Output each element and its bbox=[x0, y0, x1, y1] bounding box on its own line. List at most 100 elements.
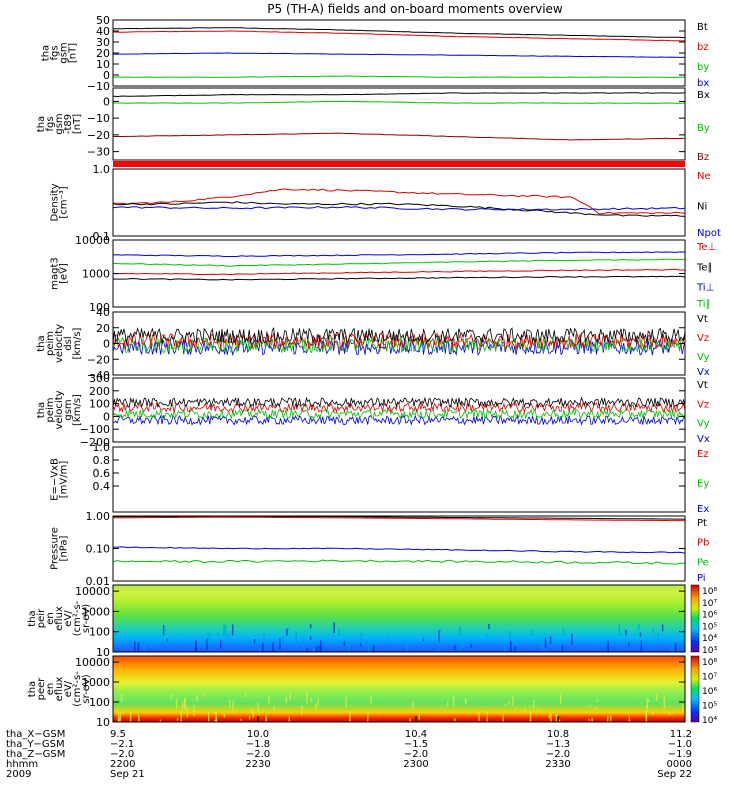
y-tick-label: 50 bbox=[96, 14, 110, 27]
y-axis-label: dsl bbox=[63, 336, 74, 350]
series-line-Vx bbox=[112, 414, 686, 426]
y-axis-label: sr-eV) bbox=[81, 674, 92, 703]
x-axis-tick-value: −1.8 bbox=[246, 739, 270, 750]
x-axis-tick-value: 11.2 bbox=[670, 729, 692, 740]
spectrogram-texture bbox=[559, 693, 562, 705]
y-tick-label: 100 bbox=[89, 301, 110, 314]
y-axis-label: tha bbox=[36, 402, 47, 418]
spectrogram-texture bbox=[504, 640, 506, 652]
spectrogram-texture bbox=[117, 710, 120, 722]
y-axis-label: velocity bbox=[54, 390, 65, 429]
y-axis-label: sr-eV) bbox=[81, 604, 92, 633]
spectrogram-texture bbox=[151, 637, 153, 647]
series-line-Bx bbox=[112, 92, 686, 98]
spectrogram-texture bbox=[217, 632, 219, 635]
spectrogram-texture bbox=[180, 711, 182, 722]
spectrogram-texture bbox=[215, 710, 217, 722]
spectrogram-8 bbox=[113, 585, 685, 652]
y-tick-label: 100 bbox=[89, 398, 110, 411]
spectrogram-texture bbox=[349, 711, 351, 722]
legend-entry: bx bbox=[697, 78, 709, 89]
legend-entry: Vz bbox=[697, 333, 709, 344]
y-axis-label: tha bbox=[27, 610, 38, 626]
spectrogram-texture bbox=[162, 625, 165, 636]
y-tick-label: 20 bbox=[96, 322, 110, 335]
spectrogram-texture bbox=[376, 640, 378, 646]
y-axis-label: peir bbox=[36, 608, 47, 628]
spectrogram-texture bbox=[206, 638, 208, 650]
x-axis-tick-value: −1.5 bbox=[404, 739, 428, 750]
series-line-Ti⊥ bbox=[112, 251, 686, 257]
y-tick-label: 0 bbox=[103, 69, 110, 82]
x-axis-tick-value: −2.0 bbox=[110, 749, 134, 760]
y-tick-label: 0 bbox=[103, 410, 110, 423]
spectrogram-texture bbox=[529, 710, 532, 722]
spectrogram-texture bbox=[652, 628, 654, 634]
y-tick-label: 10 bbox=[96, 716, 110, 729]
colorbar-tick-label: 10⁸ bbox=[702, 658, 717, 668]
colorbar-tick-label: 10⁷ bbox=[702, 673, 717, 683]
plot-title: P5 (TH-A) fields and on-board moments ov… bbox=[267, 2, 563, 16]
spectrogram-texture bbox=[138, 714, 140, 722]
y-tick-label: 0.01 bbox=[86, 575, 111, 588]
panel-frame bbox=[112, 584, 686, 653]
series-line-Vz bbox=[112, 332, 686, 351]
spectrogram-texture bbox=[444, 643, 446, 646]
spectrogram-texture bbox=[306, 648, 309, 652]
colorbar-tick-label: 10⁸ bbox=[702, 587, 717, 597]
panel-frame bbox=[112, 239, 686, 308]
y-axis-label: eflux bbox=[54, 606, 65, 631]
spectrogram-texture bbox=[227, 633, 230, 639]
spectrogram-texture bbox=[244, 693, 247, 698]
legend-entry: By bbox=[697, 123, 710, 134]
spectrogram-texture bbox=[544, 637, 547, 649]
colorbar-tick-label: 10⁴ bbox=[702, 716, 717, 726]
y-tick-label: −20 bbox=[87, 129, 110, 142]
y-tick-label: 0.6 bbox=[93, 467, 111, 480]
spectrogram-texture bbox=[316, 646, 318, 652]
series-line-Te∥ bbox=[112, 275, 686, 281]
y-axis-label: fgs bbox=[50, 45, 61, 60]
y-axis-label: tha bbox=[27, 681, 38, 697]
spectrogram-texture bbox=[459, 625, 461, 637]
y-axis-label: eflux bbox=[54, 677, 65, 702]
series-line-Ti∥ bbox=[112, 258, 685, 267]
spectrogram-texture bbox=[628, 641, 630, 647]
spectrogram-texture bbox=[306, 692, 308, 704]
x-axis-tick-value: −2.0 bbox=[546, 749, 570, 760]
spectrogram-texture bbox=[312, 648, 315, 652]
y-axis-label: gsm bbox=[54, 113, 65, 134]
y-tick-label: 0.1 bbox=[93, 230, 111, 243]
legend-entry: Bx bbox=[697, 90, 710, 101]
y-tick-label: 1000 bbox=[82, 268, 110, 281]
y-tick-label: −40 bbox=[87, 369, 110, 382]
spectrogram-texture bbox=[652, 712, 654, 715]
y-axis-label: Pressure bbox=[50, 527, 61, 570]
spectrogram-texture bbox=[591, 717, 593, 722]
spectrogram-texture bbox=[548, 712, 551, 719]
spectrogram-texture bbox=[295, 636, 297, 647]
spectrogram-texture bbox=[319, 645, 321, 652]
x-axis-tick-value: 2330 bbox=[545, 759, 570, 770]
y-tick-label: 10 bbox=[96, 646, 110, 659]
spectrogram-texture bbox=[170, 694, 173, 699]
legend-entry: Vt bbox=[697, 380, 708, 391]
spectrogram-texture bbox=[347, 642, 350, 652]
panels: 50403020100−10thafgsgsm[nT]Btbzbybx0−10−… bbox=[27, 14, 721, 729]
y-axis-label: tha bbox=[41, 45, 52, 61]
spectrogram-texture bbox=[360, 632, 362, 643]
legend-entry: Vx bbox=[697, 434, 710, 445]
x-axis-tick-value: −1.3 bbox=[546, 739, 570, 750]
y-axis-label: E=−VxB bbox=[50, 458, 61, 501]
spectrogram-texture bbox=[251, 709, 253, 714]
spectrogram-texture bbox=[258, 647, 261, 652]
x-axis-tick-value: Sep 21 bbox=[110, 769, 145, 780]
legend-entry: Npot bbox=[697, 228, 721, 239]
x-axis-row-label: tha_Y−GSM bbox=[6, 739, 65, 750]
spectrogram-texture bbox=[370, 696, 372, 705]
spectrogram-texture bbox=[309, 624, 312, 629]
y-tick-label: 10 bbox=[96, 58, 110, 71]
legend-entry: Ne bbox=[697, 171, 711, 182]
series-line-Pi bbox=[112, 546, 686, 554]
colorbar-tick-label: 10⁷ bbox=[702, 599, 717, 609]
